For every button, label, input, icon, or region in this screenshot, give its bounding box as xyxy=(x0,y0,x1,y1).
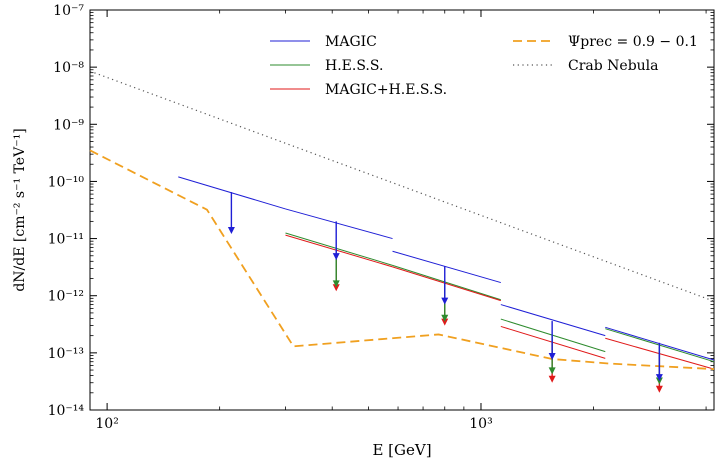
upper-limit-head xyxy=(548,352,556,360)
legend-label: Crab Nebula xyxy=(568,58,659,74)
series-segment xyxy=(285,234,393,268)
legend-item: Crab Nebula xyxy=(513,58,659,74)
upper-limit-head xyxy=(332,253,340,261)
legend-item: MAGIC+H.E.S.S. xyxy=(270,82,447,98)
upper-limit-head xyxy=(655,374,663,382)
legend-item: Ψprec = 0.9 − 0.1 xyxy=(513,34,698,50)
upper-limit-head xyxy=(441,318,449,326)
series-line xyxy=(89,149,715,370)
y-tick-label: 10⁻⁸ xyxy=(53,60,84,76)
series-layer xyxy=(89,70,715,370)
upper-limit-arrow xyxy=(227,192,235,235)
x-tick-label: 10² xyxy=(95,416,118,432)
y-tick-label: 10⁻¹⁰ xyxy=(48,174,85,190)
x-tick-labels: 10² 10³ xyxy=(95,416,492,432)
legend: MAGIC H.E.S.S. MAGIC+H.E.S.S. Ψprec = 0.9 −… xyxy=(270,34,698,98)
y-tick-label: 10⁻⁹ xyxy=(53,117,84,133)
series-2 xyxy=(285,234,715,370)
series-segment xyxy=(500,325,606,359)
series-4 xyxy=(89,70,715,302)
y-tick-label: 10⁻¹³ xyxy=(48,346,84,362)
y-axis-label: dN/dE [cm⁻² s⁻¹ TeV⁻¹] xyxy=(12,128,28,291)
legend-item: MAGIC xyxy=(270,34,377,50)
y-tick-label: 10⁻¹⁴ xyxy=(48,403,85,419)
upper-limit-arrow xyxy=(332,221,340,261)
upper-limit-head xyxy=(655,385,663,393)
upper-limit-arrow xyxy=(441,266,449,305)
legend-label: MAGIC xyxy=(325,34,377,50)
series-1 xyxy=(285,232,715,363)
upper-limit-arrow xyxy=(655,342,663,382)
upper-limit-head xyxy=(441,297,449,305)
legend-item: H.E.S.S. xyxy=(270,58,383,74)
series-segment xyxy=(500,304,606,337)
legend-label: H.E.S.S. xyxy=(325,58,383,74)
series-3 xyxy=(89,149,715,370)
upper-limit-head xyxy=(227,227,235,235)
series-line xyxy=(89,70,715,302)
upper-limits-layer xyxy=(227,192,663,393)
x-axis-label: E [GeV] xyxy=(372,441,431,459)
y-tick-label: 10⁻⁷ xyxy=(53,3,84,19)
upper-limit-head xyxy=(332,284,340,292)
upper-limit-head xyxy=(548,375,556,383)
series-segment xyxy=(392,266,501,302)
plot-frame xyxy=(89,9,715,411)
legend-label: MAGIC+H.E.S.S. xyxy=(325,82,447,98)
upper-limit-arrow xyxy=(548,321,556,360)
x-tick-label: 10³ xyxy=(469,416,492,432)
series-0 xyxy=(178,176,715,361)
series-segment xyxy=(285,232,393,266)
legend-label: Ψprec = 0.9 − 0.1 xyxy=(568,34,698,50)
series-segment xyxy=(392,250,501,284)
upper-limit-head xyxy=(441,314,449,322)
upper-limit-head xyxy=(548,367,556,375)
y-tick-label: 10⁻¹² xyxy=(48,289,84,305)
y-tick-label: 10⁻¹¹ xyxy=(48,232,84,248)
series-segment xyxy=(500,318,606,353)
series-segment xyxy=(392,264,501,301)
series-segment xyxy=(285,208,393,240)
upper-limit-head xyxy=(332,280,340,288)
y-tick-labels: 10⁻¹⁴ 10⁻¹³ 10⁻¹² 10⁻¹¹ 10⁻¹⁰ 10⁻⁹ 10⁻⁸ 10⁻⁷ xyxy=(48,3,85,419)
axis-ticks xyxy=(89,9,714,411)
